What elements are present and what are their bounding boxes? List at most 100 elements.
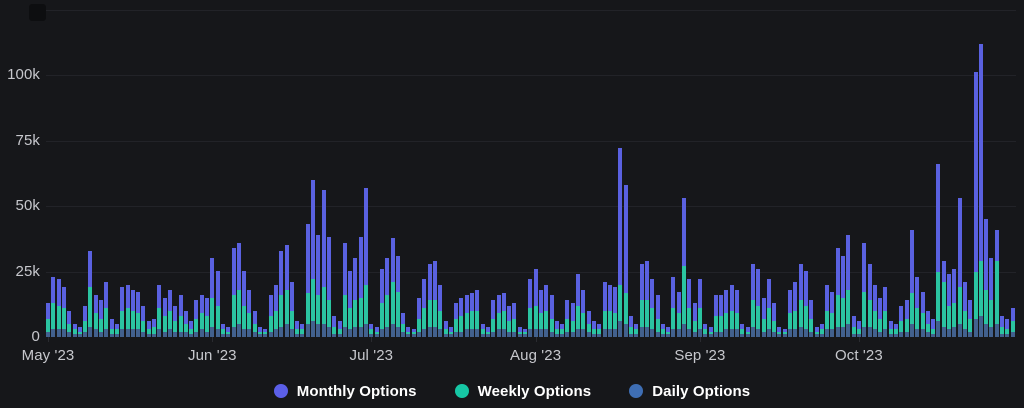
stacked-bar[interactable] bbox=[825, 284, 830, 337]
stacked-bar[interactable] bbox=[501, 292, 506, 337]
stacked-bar[interactable] bbox=[756, 268, 761, 337]
stacked-bar[interactable] bbox=[613, 287, 618, 337]
stacked-bar[interactable] bbox=[475, 289, 480, 337]
stacked-bar[interactable] bbox=[957, 198, 962, 337]
stacked-bar[interactable] bbox=[713, 295, 718, 337]
stacked-bar[interactable] bbox=[263, 329, 268, 337]
stacked-bar[interactable] bbox=[284, 245, 289, 337]
stacked-bar[interactable] bbox=[157, 284, 162, 337]
stacked-bar[interactable] bbox=[591, 321, 596, 337]
stacked-bar[interactable] bbox=[300, 324, 305, 337]
stacked-bar[interactable] bbox=[252, 310, 257, 337]
stacked-bar[interactable] bbox=[607, 284, 612, 337]
stacked-bar[interactable] bbox=[634, 324, 639, 337]
stacked-bar[interactable] bbox=[803, 271, 808, 337]
stacked-bar[interactable] bbox=[136, 292, 141, 337]
stacked-bar[interactable] bbox=[247, 289, 252, 337]
stacked-bar[interactable] bbox=[83, 305, 88, 337]
stacked-bar[interactable] bbox=[512, 303, 517, 337]
stacked-bar[interactable] bbox=[692, 303, 697, 337]
stacked-bar[interactable] bbox=[697, 279, 702, 337]
stacked-bar[interactable] bbox=[395, 255, 400, 337]
stacked-bar[interactable] bbox=[454, 303, 459, 337]
legend-item-daily-options[interactable]: Daily Options bbox=[629, 383, 750, 400]
stacked-bar[interactable] bbox=[348, 271, 353, 337]
stacked-bar[interactable] bbox=[496, 295, 501, 337]
stacked-bar[interactable] bbox=[258, 326, 262, 337]
stacked-bar[interactable] bbox=[576, 274, 580, 337]
stacked-bar[interactable] bbox=[67, 310, 72, 337]
stacked-bar[interactable] bbox=[279, 250, 284, 337]
legend-item-weekly-options[interactable]: Weekly Options bbox=[454, 383, 592, 400]
stacked-bar[interactable] bbox=[342, 242, 347, 337]
stacked-bar[interactable] bbox=[56, 279, 61, 337]
stacked-bar[interactable] bbox=[798, 263, 803, 337]
stacked-bar[interactable] bbox=[289, 282, 294, 337]
stacked-bar[interactable] bbox=[242, 271, 247, 337]
stacked-bar[interactable] bbox=[316, 234, 321, 337]
stacked-bar[interactable] bbox=[491, 300, 496, 337]
stacked-bar[interactable] bbox=[167, 289, 172, 337]
stacked-bar[interactable] bbox=[173, 305, 178, 337]
stacked-bar[interactable] bbox=[644, 261, 649, 337]
stacked-bar[interactable] bbox=[639, 263, 644, 337]
stacked-bar[interactable] bbox=[295, 321, 300, 337]
stacked-bar[interactable] bbox=[146, 321, 151, 337]
stacked-bar[interactable] bbox=[432, 261, 437, 337]
stacked-bar[interactable] bbox=[597, 324, 602, 337]
stacked-bar[interactable] bbox=[507, 305, 512, 337]
stacked-bar[interactable] bbox=[676, 292, 681, 337]
stacked-bar[interactable] bbox=[411, 329, 416, 337]
stacked-bar[interactable] bbox=[183, 310, 188, 337]
stacked-bar[interactable] bbox=[772, 303, 777, 337]
stacked-bar[interactable] bbox=[909, 229, 914, 337]
stacked-bar[interactable] bbox=[655, 295, 660, 337]
stacked-bar[interactable] bbox=[311, 179, 315, 337]
stacked-bar[interactable] bbox=[1005, 318, 1010, 337]
stacked-bar[interactable] bbox=[867, 263, 872, 337]
stacked-bar[interactable] bbox=[872, 284, 877, 337]
stacked-bar[interactable] bbox=[623, 185, 628, 337]
stacked-bar[interactable] bbox=[205, 297, 209, 337]
stacked-bar[interactable] bbox=[936, 164, 941, 337]
stacked-bar[interactable] bbox=[210, 258, 215, 337]
stacked-bar[interactable] bbox=[586, 310, 591, 337]
stacked-bar[interactable] bbox=[417, 297, 421, 337]
stacked-bar[interactable] bbox=[88, 250, 93, 337]
stacked-bar[interactable] bbox=[231, 247, 236, 337]
stacked-bar[interactable] bbox=[931, 318, 936, 337]
stacked-bar[interactable] bbox=[199, 295, 204, 337]
stacked-bar[interactable] bbox=[554, 321, 559, 337]
stacked-bar[interactable] bbox=[984, 219, 989, 337]
stacked-bar[interactable] bbox=[819, 324, 824, 337]
stacked-bar[interactable] bbox=[51, 276, 56, 337]
stacked-bar[interactable] bbox=[523, 329, 527, 337]
stacked-bar[interactable] bbox=[835, 247, 840, 337]
stacked-bar[interactable] bbox=[215, 271, 220, 337]
stacked-bar[interactable] bbox=[851, 316, 856, 337]
stacked-bar[interactable] bbox=[220, 324, 225, 337]
stacked-bar[interactable] bbox=[226, 326, 231, 337]
stacked-bar[interactable] bbox=[130, 289, 135, 337]
stacked-bar[interactable] bbox=[152, 318, 156, 337]
stacked-bar[interactable] bbox=[947, 274, 951, 337]
stacked-bar[interactable] bbox=[735, 289, 739, 337]
stacked-bar[interactable] bbox=[464, 295, 469, 337]
stacked-bar[interactable] bbox=[422, 279, 427, 337]
stacked-bar[interactable] bbox=[369, 324, 374, 337]
stacked-bar[interactable] bbox=[517, 326, 522, 337]
stacked-bar[interactable] bbox=[565, 300, 570, 337]
stacked-bar[interactable] bbox=[109, 318, 114, 337]
stacked-bar[interactable] bbox=[268, 295, 273, 337]
stacked-bar[interactable] bbox=[978, 43, 983, 337]
stacked-bar[interactable] bbox=[862, 242, 867, 337]
stacked-bar[interactable] bbox=[629, 316, 633, 337]
stacked-bar[interactable] bbox=[671, 276, 676, 337]
stacked-bar[interactable] bbox=[374, 326, 379, 337]
stacked-bar[interactable] bbox=[788, 289, 792, 337]
stacked-bar[interactable] bbox=[925, 310, 930, 337]
stacked-bar[interactable] bbox=[883, 287, 888, 337]
stacked-bar[interactable] bbox=[915, 276, 920, 337]
stacked-bar[interactable] bbox=[994, 229, 999, 337]
stacked-bar[interactable] bbox=[899, 305, 904, 337]
